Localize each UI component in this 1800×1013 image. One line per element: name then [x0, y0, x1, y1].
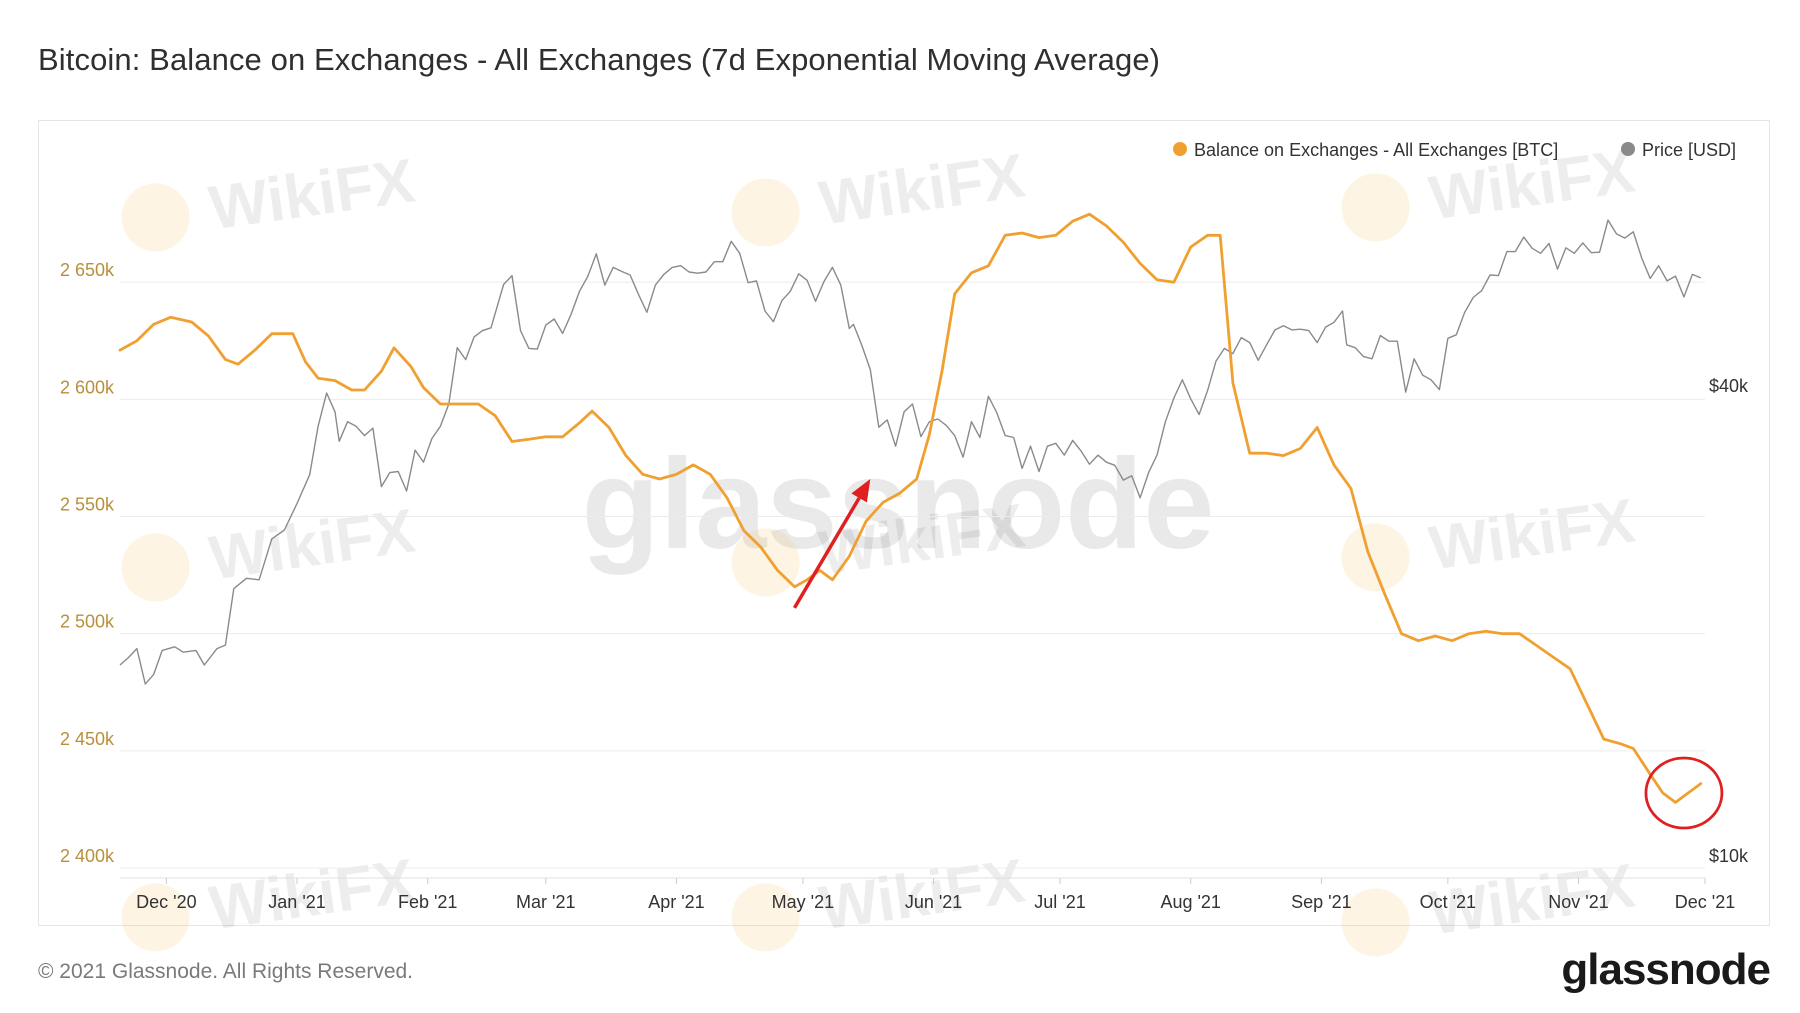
x-axis-tick-label: Aug '21: [1160, 892, 1221, 912]
wikifx-watermark: WikiFX: [1341, 486, 1639, 592]
legend-item[interactable]: Balance on Exchanges - All Exchanges [BT…: [1173, 140, 1558, 160]
legend-label: Balance on Exchanges - All Exchanges [BT…: [1194, 140, 1558, 160]
annotation-layer: [792, 479, 1724, 830]
balance-on-exchanges-line: [118, 212, 1703, 804]
x-axis-tick-label: Dec '21: [1675, 892, 1735, 912]
page-title: Bitcoin: Balance on Exchanges - All Exch…: [38, 42, 1161, 77]
left-axis: 2 400k 2 450k 2 500k 2 550k 2 600k 2 650k: [60, 260, 115, 866]
wikifx-logo-icon: [121, 183, 190, 252]
grid-layer: [120, 281, 1705, 879]
copyright-text: © 2021 Glassnode. All Rights Reserved.: [38, 960, 414, 983]
x-axis-tick-label: May '21: [772, 892, 834, 912]
wikifx-watermark-text: WikiFX: [815, 141, 1029, 238]
left-axis-tick-label: 2 550k: [60, 495, 115, 515]
annotation-arrow-shaft: [792, 497, 861, 609]
glassnode-watermark: glassnode: [581, 433, 1214, 576]
wikifx-logo-icon: [1341, 523, 1410, 592]
x-axis-tick-label: Apr '21: [648, 892, 704, 912]
right-axis-tick-label: $40k: [1709, 376, 1749, 396]
x-axis-tick-label: Oct '21: [1420, 892, 1476, 912]
legend-item[interactable]: Price [USD]: [1621, 140, 1736, 160]
x-axis-tick-label: Feb '21: [398, 892, 457, 912]
wikifx-logo-icon: [731, 178, 800, 247]
series-layer: [118, 212, 1703, 804]
x-axis-tick-label: Jan '21: [268, 892, 325, 912]
wikifx-logo-icon: [1341, 173, 1410, 242]
chart-frame: [38, 120, 1770, 926]
left-axis-tick-label: 2 650k: [60, 260, 115, 280]
right-axis: $10k $40k: [1709, 376, 1749, 866]
legend-marker: [1173, 142, 1187, 156]
wikifx-watermark: WikiFX: [731, 141, 1029, 247]
annotation-arrow-head: [851, 479, 871, 503]
x-axis-tick-label: Mar '21: [516, 892, 575, 912]
annotation-circle: [1644, 756, 1724, 830]
x-axis-tick-label: Jun '21: [905, 892, 962, 912]
wikifx-logo-icon: [121, 883, 190, 952]
wikifx-logo-icon: [121, 533, 190, 602]
legend: Balance on Exchanges - All Exchanges [BT…: [1173, 140, 1736, 160]
wikifx-watermark-text: WikiFX: [205, 146, 419, 243]
left-axis-tick-label: 2 500k: [60, 612, 115, 632]
x-axis: Dec '20 Jan '21 Feb '21 Mar '21 Apr '21 May '…: [136, 878, 1735, 912]
legend-marker: [1621, 142, 1635, 156]
price-usd-line: [119, 219, 1702, 685]
x-axis-tick-label: Jul '21: [1034, 892, 1085, 912]
wikifx-watermark-text: WikiFX: [1425, 486, 1639, 583]
glassnode-logo[interactable]: glassnode: [1561, 945, 1771, 994]
wikifx-logo-icon: [731, 883, 800, 952]
right-axis-tick-label: $10k: [1709, 846, 1749, 866]
wikifx-watermark-text: WikiFX: [205, 496, 419, 593]
left-axis-tick-label: 2 600k: [60, 377, 115, 397]
left-axis-tick-label: 2 450k: [60, 729, 115, 749]
left-axis-tick-label: 2 400k: [60, 846, 115, 866]
x-axis-tick-label: Nov '21: [1548, 892, 1608, 912]
x-axis-tick-label: Dec '20: [136, 892, 196, 912]
wikifx-watermark: WikiFX: [121, 146, 419, 252]
x-axis-tick-label: Sep '21: [1291, 892, 1352, 912]
wikifx-logo-icon: [1341, 888, 1410, 957]
legend-label: Price [USD]: [1642, 140, 1736, 160]
wikifx-logo-icon: [731, 528, 800, 597]
